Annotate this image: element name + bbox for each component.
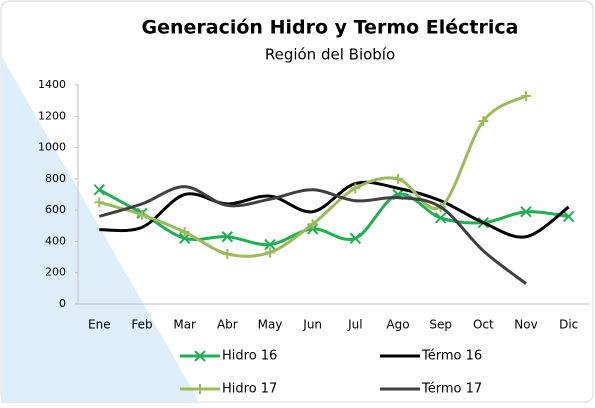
marker (265, 247, 275, 258)
series-line (98, 94, 527, 258)
marker (179, 227, 190, 238)
legend-label: Hidro 17 (222, 382, 277, 397)
marker (94, 197, 105, 208)
marker (393, 173, 403, 184)
y-tick-label: 600 (45, 203, 66, 216)
x-tick-label: Abr (217, 318, 238, 332)
chart-title: Generación Hidro y Termo Eléctrica (142, 17, 519, 39)
marker-stroke (194, 350, 206, 362)
marker (195, 384, 205, 394)
y-tick-label: 200 (45, 266, 66, 279)
legend-label: Hidro 16 (222, 349, 277, 364)
y-tick-label: 800 (45, 172, 66, 185)
marker (194, 350, 206, 362)
marker (93, 184, 106, 196)
marker-stroke (520, 206, 532, 218)
legend-label: Térmo 16 (421, 349, 482, 364)
marker (350, 183, 361, 194)
marker (137, 209, 147, 220)
marker (520, 206, 532, 218)
y-tick-label: 1200 (38, 109, 66, 122)
legend-label: Térmo 17 (421, 382, 482, 397)
marker-stroke (434, 212, 447, 224)
series-line (99, 180, 570, 239)
x-tick-label: Jul (347, 318, 362, 332)
marker-stroke (264, 238, 276, 251)
y-tick-label: 0 (59, 297, 66, 310)
marker-stroke (562, 210, 575, 223)
x-tick-label: Ene (88, 318, 111, 332)
x-tick-label: May (258, 318, 283, 332)
x-tick-label: Nov (514, 318, 537, 332)
marker (264, 238, 276, 251)
x-tick-label: Oct (473, 318, 494, 332)
marker-stroke (349, 232, 362, 245)
series-line (98, 185, 527, 285)
x-tick-label: Sep (429, 318, 452, 332)
marker (307, 219, 318, 230)
chart-subtitle: Región del Biobío (265, 46, 395, 64)
marker (434, 212, 447, 224)
y-tick-label: 1400 (38, 78, 66, 91)
marker (349, 232, 362, 245)
marker (562, 210, 575, 223)
marker (221, 231, 234, 243)
marker (521, 90, 531, 101)
x-tick-label: Jun (302, 318, 322, 332)
x-tick-label: Dic (559, 318, 578, 332)
marker-stroke (221, 231, 234, 243)
x-tick-label: Ago (386, 318, 409, 332)
x-tick-label: Feb (131, 318, 152, 332)
marker (222, 248, 233, 259)
y-tick-label: 400 (45, 234, 66, 247)
y-tick-label: 1000 (38, 141, 66, 154)
marker-stroke (93, 184, 106, 196)
marker (478, 115, 489, 126)
x-tick-label: Mar (173, 318, 196, 332)
